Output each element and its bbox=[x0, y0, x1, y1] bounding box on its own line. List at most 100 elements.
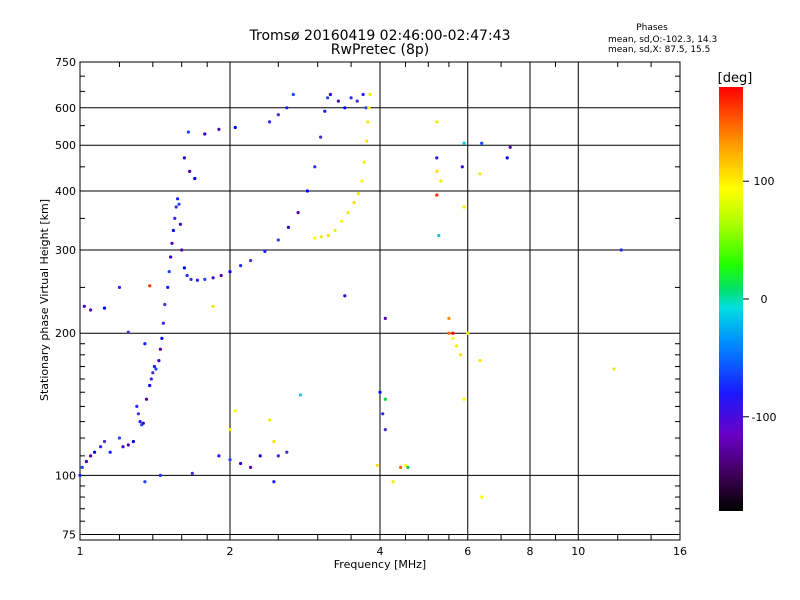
data-point-o bbox=[193, 176, 197, 181]
y-tick-label: 300 bbox=[55, 244, 76, 257]
colorbar-unit-label: [deg] bbox=[718, 71, 753, 86]
x-axis-label: Frequency [MHz] bbox=[334, 558, 426, 571]
data-point-x bbox=[462, 397, 466, 401]
y-tick-label: 75 bbox=[62, 528, 76, 541]
colorbar-tick-label: -100 bbox=[752, 411, 777, 424]
data-point-o bbox=[217, 127, 221, 131]
data-point-o bbox=[171, 228, 175, 233]
y-axis-label: Stationary phase Virtual Height [km] bbox=[38, 199, 51, 401]
data-point-x bbox=[403, 463, 408, 467]
data-point-o bbox=[158, 473, 162, 477]
data-point-x bbox=[362, 160, 366, 164]
data-point-other bbox=[447, 316, 451, 320]
data-point-o bbox=[228, 458, 232, 462]
data-point-x bbox=[333, 228, 337, 233]
colorbar-gradient bbox=[719, 87, 743, 511]
data-point-o bbox=[239, 461, 243, 466]
data-point-o bbox=[152, 364, 156, 369]
data-point-o bbox=[173, 216, 177, 220]
data-point-x bbox=[326, 233, 330, 238]
data-point-x bbox=[375, 463, 379, 467]
phases-o-stats: mean, sd,O:-102.3, 14.3 bbox=[608, 35, 717, 45]
data-point-x bbox=[478, 172, 482, 176]
data-point-o bbox=[258, 454, 262, 458]
data-point-other bbox=[435, 193, 439, 197]
data-point-x bbox=[267, 418, 272, 422]
data-point-o bbox=[508, 145, 512, 149]
data-point-o bbox=[195, 278, 199, 282]
grid-lines bbox=[80, 62, 680, 540]
data-point-x bbox=[340, 219, 344, 223]
data-point-o bbox=[505, 156, 509, 160]
data-point-o bbox=[190, 471, 194, 475]
data-point-o bbox=[326, 96, 330, 100]
data-point-o bbox=[182, 266, 186, 270]
data-point-o bbox=[228, 270, 232, 274]
y-tick-label: 750 bbox=[55, 56, 76, 69]
data-point-o bbox=[178, 222, 182, 226]
data-point-o bbox=[154, 367, 158, 371]
data-point-o bbox=[144, 397, 149, 401]
data-point-o bbox=[313, 165, 317, 169]
data-point-x bbox=[480, 495, 484, 499]
y-tick-label: 600 bbox=[55, 102, 76, 115]
data-point-o bbox=[143, 342, 147, 346]
data-point-o bbox=[131, 439, 135, 444]
data-point-o bbox=[249, 465, 253, 469]
data-point-o bbox=[378, 390, 382, 394]
data-point-o bbox=[143, 480, 147, 484]
data-point-o bbox=[383, 316, 387, 320]
data-point-o bbox=[167, 270, 171, 274]
data-point-other bbox=[462, 141, 466, 145]
data-point-o bbox=[355, 99, 359, 103]
data-point-x bbox=[272, 439, 276, 444]
data-point-o bbox=[381, 412, 385, 416]
data-point-o bbox=[157, 359, 161, 363]
data-point-o bbox=[188, 169, 192, 173]
data-point-o bbox=[217, 454, 221, 458]
colorbar-tick-label: 100 bbox=[754, 175, 775, 188]
data-point-o bbox=[89, 454, 93, 458]
data-point-o bbox=[343, 294, 347, 298]
data-point-o bbox=[170, 241, 174, 245]
data-point-o bbox=[276, 238, 280, 242]
colorbar-tick-labels: 100 0 -100 bbox=[743, 175, 776, 424]
data-point-o bbox=[149, 377, 153, 381]
data-point-o bbox=[203, 277, 207, 281]
data-point-x bbox=[366, 120, 370, 124]
data-point-x bbox=[478, 359, 482, 363]
data-point-o bbox=[364, 106, 368, 110]
data-point-x bbox=[435, 169, 439, 173]
data-point-o bbox=[135, 404, 139, 408]
data-point-o bbox=[239, 264, 243, 268]
y-tick-labels: 75 100 200 300 400 500 600 750 bbox=[55, 56, 76, 541]
data-point-o bbox=[169, 255, 173, 259]
data-point-o bbox=[166, 285, 170, 289]
x-tick-label: 6 bbox=[464, 545, 471, 558]
data-point-o bbox=[203, 132, 207, 136]
data-point-o bbox=[336, 99, 340, 103]
data-point-other bbox=[406, 465, 410, 469]
data-point-x bbox=[367, 106, 371, 110]
x-tick-label: 1 bbox=[77, 545, 84, 558]
data-point-o bbox=[296, 211, 300, 215]
data-point-x bbox=[211, 304, 215, 308]
data-point-o bbox=[211, 276, 215, 280]
data-point-x bbox=[451, 336, 455, 340]
data-point-o bbox=[174, 205, 178, 209]
data-point-o bbox=[189, 277, 193, 281]
data-point-o bbox=[233, 125, 237, 130]
data-point-o bbox=[160, 336, 164, 340]
data-points bbox=[78, 92, 623, 499]
data-point-o bbox=[480, 141, 484, 145]
data-point-o bbox=[108, 450, 112, 454]
data-point-x bbox=[368, 92, 372, 97]
data-point-o bbox=[263, 249, 267, 253]
data-point-o bbox=[328, 92, 332, 97]
data-point-o bbox=[158, 347, 162, 351]
data-point-other bbox=[451, 331, 455, 335]
y-tick-label: 200 bbox=[55, 327, 76, 340]
plot-area: 1 2 4 6 8 10 16 75 100 200 300 400 500 600 750 bbox=[55, 56, 687, 558]
data-point-o bbox=[249, 258, 253, 263]
